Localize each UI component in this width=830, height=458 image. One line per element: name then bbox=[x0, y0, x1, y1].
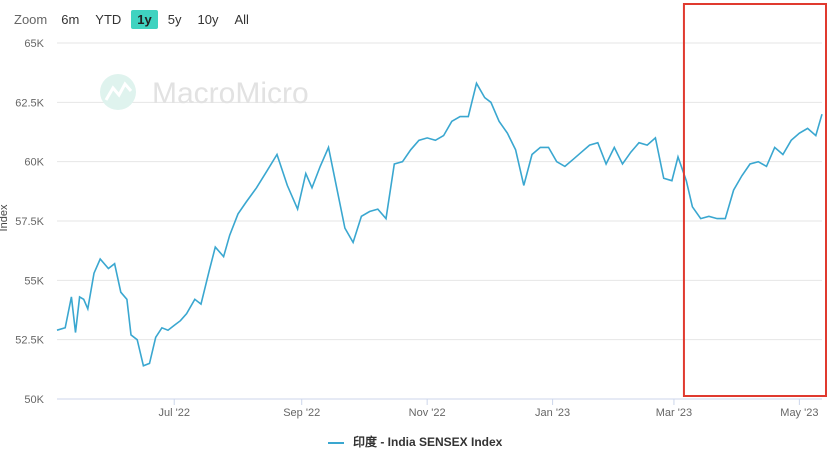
zoom-button-10y[interactable]: 10y bbox=[197, 11, 219, 27]
zoom-button-all[interactable]: All bbox=[234, 11, 249, 27]
macromicro-watermark: MacroMicro bbox=[100, 74, 309, 110]
legend-line-marker bbox=[327, 441, 344, 444]
legend[interactable]: 印度 - India SENSEX Index bbox=[0, 433, 830, 450]
x-tick-label: May '23 bbox=[780, 407, 818, 419]
y-axis-ticks: 50K 52.5K 55K 57.5K 60K 62.5K 65K bbox=[15, 38, 44, 406]
x-tick-label: Jan '23 bbox=[535, 407, 570, 419]
sensex-series-line[interactable] bbox=[56, 81, 823, 367]
x-tick-label: Sep '22 bbox=[283, 407, 320, 419]
y-tick-label: 62.5K bbox=[15, 97, 44, 109]
y-tick-label: 60K bbox=[24, 157, 44, 169]
y-tick-label: 50K bbox=[24, 394, 44, 406]
y-axis-label: Index bbox=[0, 204, 10, 231]
x-axis-ticks: Jul '22 Sep '22 Nov '22 Jan '23 Mar '23 May '… bbox=[158, 399, 818, 419]
highlight-box bbox=[682, 3, 827, 397]
zoom-label: Zoom bbox=[14, 11, 48, 27]
y-tick-label: 52.5K bbox=[15, 335, 44, 347]
watermark-text: MacroMicro bbox=[152, 77, 309, 110]
zoom-button-ytd[interactable]: YTD bbox=[95, 11, 122, 27]
y-tick-label: 57.5K bbox=[15, 216, 44, 228]
x-tick-label: Mar '23 bbox=[656, 407, 692, 419]
legend-label: 印度 - India SENSEX Index bbox=[352, 435, 503, 449]
zoom-button-5y[interactable]: 5y bbox=[167, 11, 182, 27]
x-tick-label: Jul '22 bbox=[158, 407, 189, 419]
y-tick-label: 65K bbox=[24, 38, 44, 50]
zoom-button-6m[interactable]: 6m bbox=[61, 11, 80, 27]
y-tick-label: 55K bbox=[24, 275, 44, 287]
grid-lines bbox=[57, 42, 822, 400]
zoom-button-1y[interactable]: 1y bbox=[131, 9, 158, 29]
x-tick-label: Nov '22 bbox=[409, 407, 446, 419]
zoom-bar: Zoom 6m YTD 1y 5y 10y All bbox=[14, 8, 255, 30]
